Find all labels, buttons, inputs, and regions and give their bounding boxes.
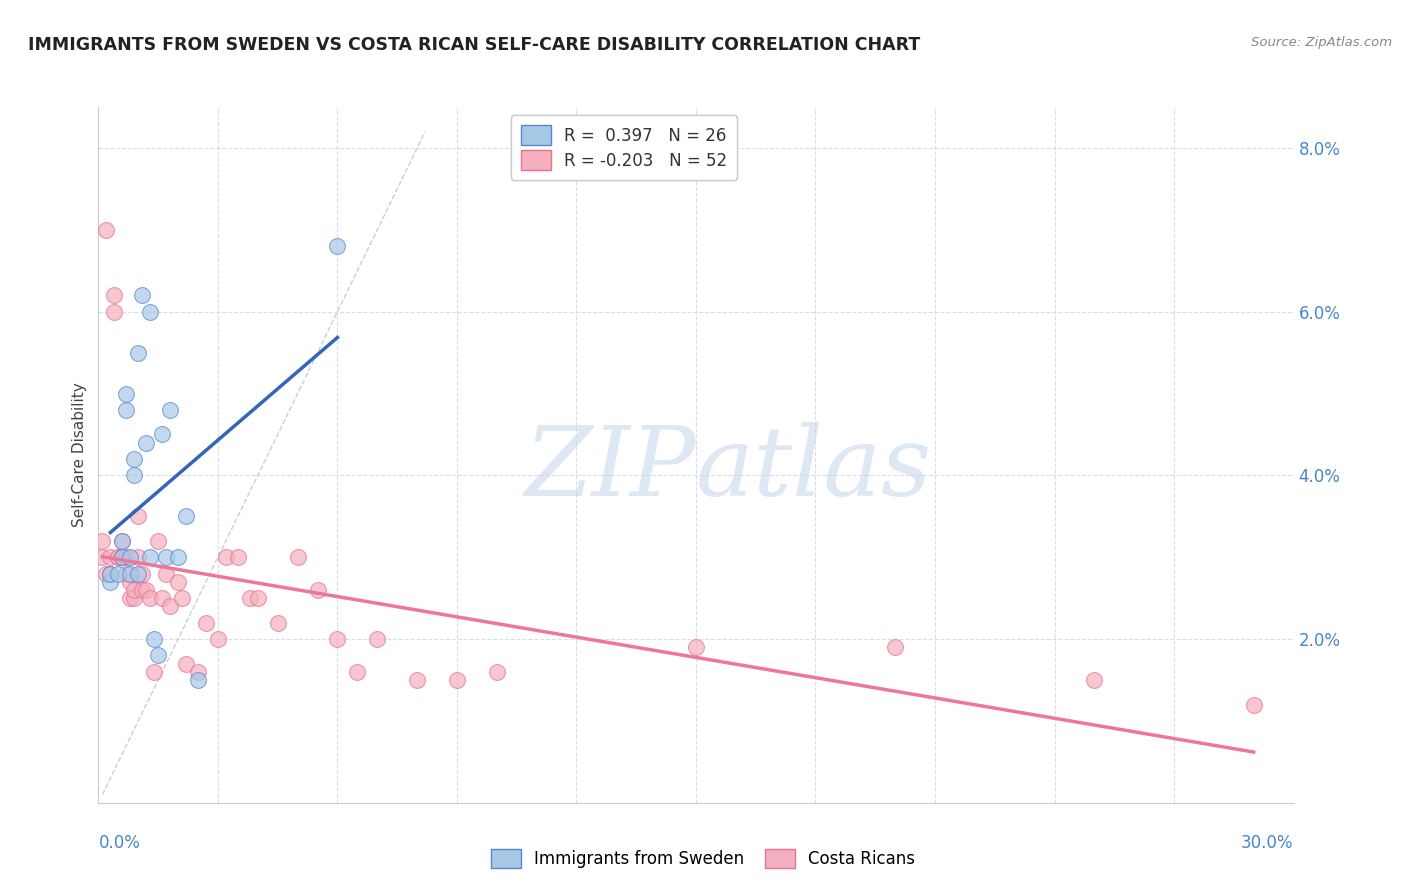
Point	[107, 550, 129, 565]
Point	[120, 591, 142, 606]
Point	[246, 591, 269, 606]
Legend: R =  0.397   N = 26, R = -0.203   N = 52: R = 0.397 N = 26, R = -0.203 N = 52	[510, 115, 738, 179]
Text: 0.0%: 0.0%	[98, 834, 141, 852]
Point	[115, 386, 138, 401]
Point	[100, 566, 122, 581]
Point	[115, 403, 138, 417]
Point	[120, 566, 142, 581]
Point	[91, 550, 114, 565]
Point	[148, 648, 170, 663]
Point	[127, 566, 149, 581]
Text: ZIP: ZIP	[524, 422, 696, 516]
Point	[100, 550, 122, 565]
Point	[326, 632, 349, 646]
Point	[127, 345, 149, 359]
Point	[150, 591, 173, 606]
Point	[143, 665, 166, 679]
Text: Source: ZipAtlas.com: Source: ZipAtlas.com	[1251, 36, 1392, 49]
Point	[96, 223, 118, 237]
Point	[135, 582, 157, 597]
Point	[172, 591, 194, 606]
Point	[127, 509, 149, 524]
Point	[115, 550, 138, 565]
Point	[100, 574, 122, 589]
Point	[135, 435, 157, 450]
Point	[107, 566, 129, 581]
Point	[207, 632, 229, 646]
Point	[111, 533, 134, 548]
Point	[239, 591, 262, 606]
Point	[127, 550, 149, 565]
Point	[167, 574, 190, 589]
Point	[91, 533, 114, 548]
Point	[155, 566, 177, 581]
Point	[107, 550, 129, 565]
Point	[307, 582, 329, 597]
Text: IMMIGRANTS FROM SWEDEN VS COSTA RICAN SELF-CARE DISABILITY CORRELATION CHART: IMMIGRANTS FROM SWEDEN VS COSTA RICAN SE…	[28, 36, 921, 54]
Point	[100, 566, 122, 581]
Point	[111, 533, 134, 548]
Point	[226, 550, 249, 565]
Point	[124, 582, 146, 597]
Y-axis label: Self-Care Disability: Self-Care Disability	[72, 383, 87, 527]
Point	[124, 591, 146, 606]
Point	[111, 550, 134, 565]
Point	[215, 550, 238, 565]
Point	[103, 304, 125, 318]
Point	[159, 599, 181, 614]
Legend: Immigrants from Sweden, Costa Ricans: Immigrants from Sweden, Costa Ricans	[485, 842, 921, 875]
Point	[884, 640, 907, 655]
Point	[187, 665, 209, 679]
Point	[131, 566, 153, 581]
Point	[1243, 698, 1265, 712]
Point	[1083, 673, 1105, 687]
Point	[346, 665, 368, 679]
Point	[96, 566, 118, 581]
Point	[685, 640, 707, 655]
Point	[139, 591, 162, 606]
Point	[174, 509, 197, 524]
Point	[287, 550, 309, 565]
Point	[406, 673, 429, 687]
Point	[103, 288, 125, 302]
Text: 30.0%: 30.0%	[1241, 834, 1294, 852]
Point	[150, 427, 173, 442]
Point	[167, 550, 190, 565]
Point	[195, 615, 218, 630]
Point	[366, 632, 388, 646]
Point	[155, 550, 177, 565]
Point	[187, 673, 209, 687]
Point	[115, 566, 138, 581]
Point	[139, 304, 162, 318]
Point	[124, 468, 146, 483]
Point	[111, 550, 134, 565]
Point	[124, 452, 146, 467]
Point	[485, 665, 508, 679]
Text: atlas: atlas	[696, 422, 932, 516]
Point	[267, 615, 290, 630]
Point	[120, 574, 142, 589]
Point	[139, 550, 162, 565]
Point	[159, 403, 181, 417]
Point	[120, 550, 142, 565]
Point	[174, 657, 197, 671]
Point	[148, 533, 170, 548]
Point	[131, 288, 153, 302]
Point	[143, 632, 166, 646]
Point	[131, 582, 153, 597]
Point	[326, 239, 349, 253]
Point	[446, 673, 468, 687]
